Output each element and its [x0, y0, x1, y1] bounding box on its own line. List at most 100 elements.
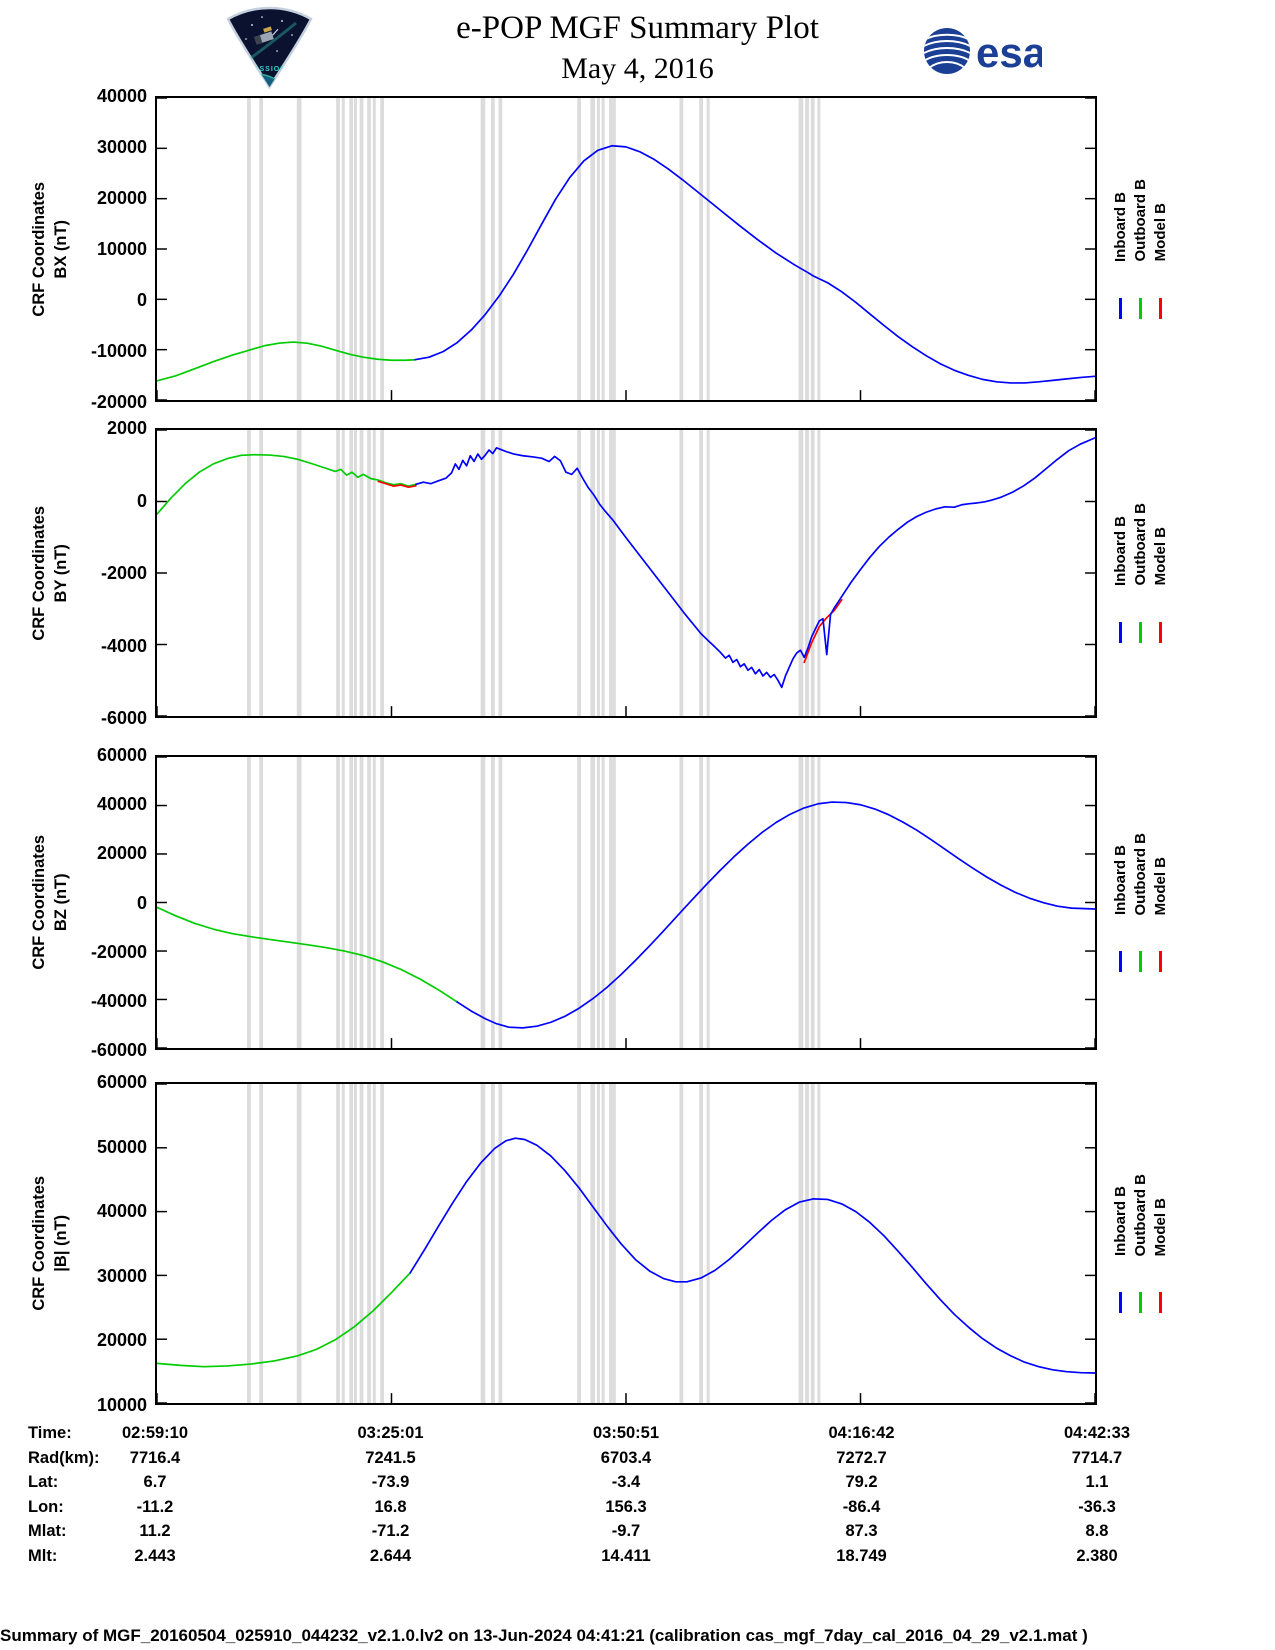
data-gap-band — [805, 430, 809, 716]
data-gap-band — [336, 757, 340, 1048]
y-axis-label-line2: |B| (nT) — [52, 1215, 71, 1272]
data-gap-band — [336, 98, 340, 400]
legend-by: Inboard B Outboard B Model B — [1102, 428, 1178, 718]
legend-label: Outboard B — [1131, 179, 1149, 262]
data-gap-band — [798, 1084, 804, 1403]
y-tick-label: 20000 — [96, 843, 147, 864]
axis-table-value: 18.749 — [836, 1546, 887, 1565]
data-gap-band — [609, 98, 613, 400]
axis-table-value: -36.3 — [1078, 1497, 1116, 1516]
axis-row-label: Lat: — [28, 1473, 59, 1491]
series-inboard-b — [414, 144, 1095, 384]
esa-logo: esa — [922, 24, 1047, 78]
legend-marker-model-b — [1158, 1292, 1162, 1314]
axis-table-value: 7716.4 — [129, 1448, 181, 1467]
data-gap-band — [699, 98, 703, 400]
legend-label: Model B — [1151, 1197, 1169, 1257]
y-tick-label: 60000 — [96, 1072, 147, 1092]
series-inboard-b — [409, 1137, 1095, 1374]
data-gap-band — [679, 98, 684, 400]
axis-table-value: 7241.5 — [365, 1448, 416, 1467]
data-gap-band — [367, 98, 371, 400]
data-gap-band — [590, 1084, 596, 1403]
y-tick-label: 50000 — [96, 1136, 147, 1157]
y-axis-label-bmag: CRF Coordinates |B| (nT) — [15, 1082, 85, 1405]
y-tick-label: 10000 — [96, 239, 147, 259]
axis-table-value: 8.8 — [1085, 1522, 1109, 1540]
data-gap-band — [679, 430, 684, 716]
data-gap-band — [699, 430, 703, 716]
data-gap-band — [498, 1084, 503, 1403]
data-gap-band — [353, 757, 357, 1048]
y-tick-label: 20000 — [96, 188, 147, 208]
legend-label: Outboard B — [1131, 1173, 1149, 1257]
data-gap-band — [601, 757, 605, 1048]
data-gap-band — [805, 98, 809, 400]
data-gap-band — [596, 98, 600, 400]
legend-marker-model-b — [1158, 951, 1162, 973]
series-model-b — [803, 598, 843, 664]
data-gap-band — [596, 757, 600, 1048]
axis-table-value: 87.3 — [845, 1522, 878, 1540]
legend-label: Model B — [1151, 527, 1169, 586]
y-tick-label: 40000 — [96, 86, 147, 106]
axis-table-value: 7714.7 — [1071, 1448, 1123, 1467]
y-tick-label: 2000 — [106, 418, 147, 438]
data-gap-band — [609, 757, 613, 1048]
series-outboard-b — [157, 906, 458, 1003]
legend-label: Inboard B — [1111, 845, 1129, 916]
data-gap-band — [367, 1084, 371, 1403]
legend-marker-inboard-b — [1118, 951, 1122, 973]
axis-table-value: 7272.7 — [836, 1448, 887, 1467]
data-gap-band — [296, 430, 302, 716]
data-gap-band — [296, 757, 302, 1048]
axis-table-value: -9.7 — [611, 1522, 641, 1540]
legend-bmag: Inboard B Outboard B Model B — [1102, 1082, 1178, 1405]
data-gap-band — [609, 430, 613, 716]
axis-row-label: Lon: — [28, 1497, 64, 1516]
y-tick-label: 20000 — [96, 1330, 147, 1351]
data-gap-band — [353, 98, 357, 400]
data-gap-band — [612, 430, 616, 716]
y-tick-label: 40000 — [96, 794, 147, 815]
data-gap-band — [359, 98, 364, 400]
axis-row-label: Mlat: — [28, 1522, 67, 1540]
legend-marker-outboard-b — [1138, 297, 1142, 319]
data-gap-band — [380, 98, 385, 400]
axis-table-value: 02:59:10 — [121, 1424, 189, 1442]
data-gap-band — [372, 98, 376, 400]
axis-table-value: -3.4 — [611, 1473, 641, 1491]
data-gap-band — [590, 757, 596, 1048]
data-gap-band — [490, 1084, 495, 1403]
y-tick-label: -20000 — [90, 392, 147, 412]
legend-marker-outboard-b — [1138, 951, 1142, 973]
y-tick-label: -6000 — [100, 708, 147, 728]
axis-table-value: -11.2 — [136, 1497, 174, 1516]
legend-bz: Inboard B Outboard B Model B — [1102, 755, 1178, 1050]
data-gap-band — [259, 98, 264, 400]
y-tick-label: 30000 — [96, 137, 147, 157]
data-gap-band — [798, 430, 804, 716]
series-outboard-b — [157, 341, 416, 382]
legend-label: Inboard B — [1111, 515, 1129, 586]
data-gap-band — [805, 1084, 809, 1403]
data-gap-band — [359, 430, 364, 716]
axis-table-value: 1.1 — [1085, 1473, 1109, 1491]
data-gap-band — [349, 430, 354, 716]
data-gap-band — [349, 98, 354, 400]
y-tick-label: 0 — [136, 290, 147, 310]
axis-table-value: 04:16:42 — [828, 1424, 895, 1442]
data-gap-band — [577, 1084, 581, 1403]
data-gap-band — [247, 1084, 251, 1403]
data-gap-band — [372, 757, 376, 1048]
series-inboard-b — [415, 437, 1095, 689]
axis-table-value: 79.2 — [845, 1473, 878, 1491]
data-gap-band — [353, 1084, 357, 1403]
axis-table-value: 04:42:33 — [1063, 1424, 1131, 1442]
data-gap-band — [699, 1084, 703, 1403]
plot-area-bx — [155, 96, 1097, 402]
legend-marker-model-b — [1158, 297, 1162, 319]
data-gap-band — [679, 1084, 684, 1403]
footer-summary-line: Summary of MGF_20160504_025910_044232_v2… — [0, 1626, 1088, 1645]
plot-area-by — [155, 428, 1097, 718]
